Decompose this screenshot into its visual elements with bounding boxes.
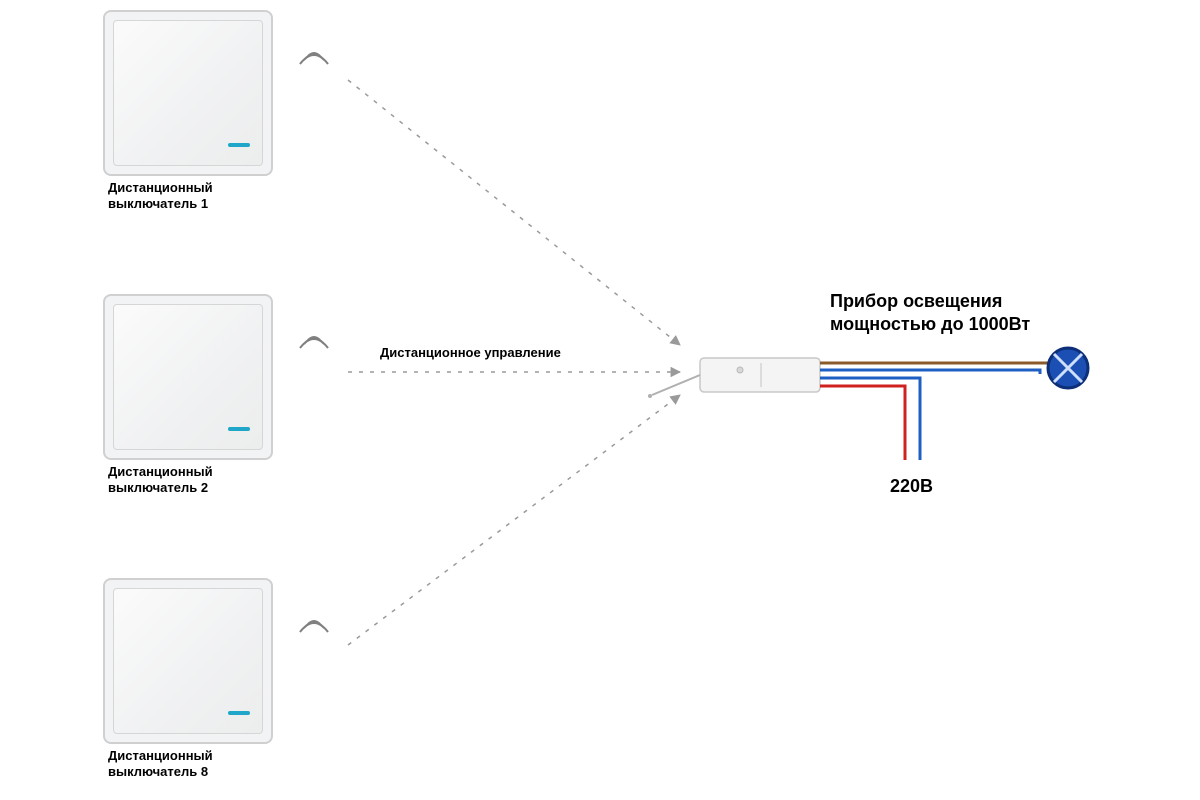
wiring-diagram: { "type": "infographic", "canvas": { "wi… xyxy=(0,0,1200,800)
signal-line-3 xyxy=(348,395,680,645)
wire-blue-out xyxy=(820,370,1040,374)
lamp-icon xyxy=(1048,348,1088,388)
signal-icon xyxy=(300,53,328,64)
receiver-module xyxy=(648,358,820,398)
diagram-svg xyxy=(0,0,1200,800)
signal-line-1 xyxy=(348,80,680,345)
wire-red xyxy=(820,386,905,460)
signal-icon xyxy=(300,337,328,348)
signal-icon xyxy=(300,621,328,632)
